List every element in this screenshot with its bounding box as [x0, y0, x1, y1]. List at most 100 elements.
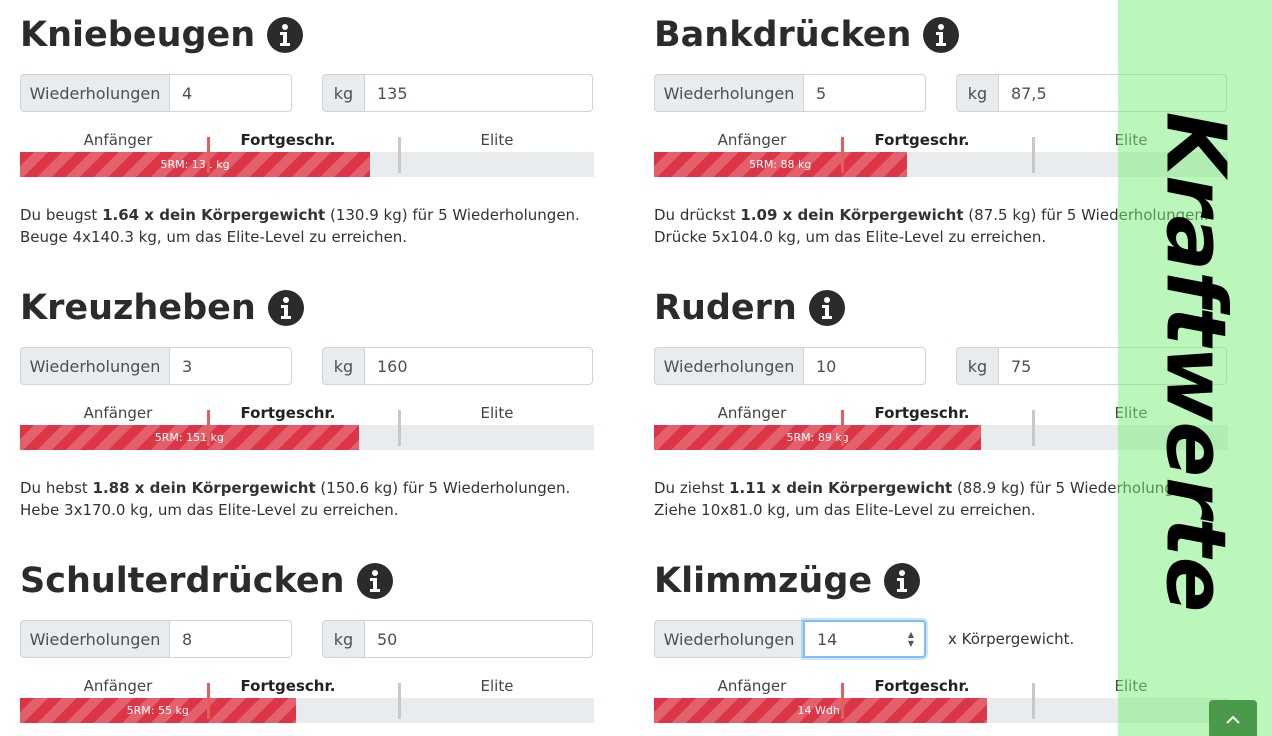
- progress-fill: 14 Wdh.: [654, 698, 987, 723]
- info-icon[interactable]: [267, 17, 304, 53]
- reps-label: Wiederholungen: [654, 347, 804, 385]
- reps-input[interactable]: 4: [169, 74, 292, 112]
- level-marker: [1032, 137, 1035, 173]
- reps-input[interactable]: 14 ▲ ▼: [803, 620, 926, 658]
- description-text: Du ziehst: [654, 479, 730, 497]
- reps-label: Wiederholungen: [20, 620, 170, 658]
- level-label: Anfänger: [83, 404, 153, 422]
- info-icon[interactable]: [267, 290, 304, 326]
- level-marker: [1032, 410, 1035, 446]
- reps-input[interactable]: 3: [169, 347, 292, 385]
- level-marker: [398, 683, 401, 719]
- level-label: Elite: [480, 404, 514, 422]
- exercise-title: Kniebeugen: [20, 13, 304, 57]
- spinner[interactable]: ▲ ▼: [907, 630, 914, 648]
- sidebar-title: Kraftwerte: [1147, 111, 1243, 613]
- reps-input[interactable]: 10: [803, 347, 926, 385]
- info-icon[interactable]: [923, 17, 960, 53]
- level-label: Fortgeschr.: [874, 677, 970, 695]
- reps-value: 5: [816, 83, 827, 103]
- level-marker: [207, 137, 210, 173]
- level-marker: [1032, 683, 1035, 719]
- exercise-name: Schulterdrücken: [20, 561, 345, 601]
- reps-input[interactable]: 8: [169, 620, 292, 658]
- level-marker: [398, 137, 401, 173]
- level-label: Elite: [480, 131, 514, 149]
- unit-label: kg: [956, 74, 999, 112]
- description-text: (130.9 kg) für 5 Wiederholungen.: [325, 206, 580, 224]
- level-label: Anfänger: [83, 677, 153, 695]
- level-marker: [207, 683, 210, 719]
- level-label: Anfänger: [83, 131, 153, 149]
- progress-label: 5RM: 151 kg: [154, 431, 224, 444]
- level-label: Anfänger: [717, 677, 787, 695]
- unit-label: kg: [956, 347, 999, 385]
- info-icon[interactable]: [884, 563, 921, 599]
- reps-label: Wiederholungen: [654, 620, 804, 658]
- level-marker: [841, 683, 844, 719]
- progress-fill: 5RM: 89 kg: [654, 425, 982, 450]
- reps-value: 14: [817, 629, 838, 649]
- exercise-title: Schulterdrücken: [20, 559, 393, 603]
- exercise-name: Bankdrücken: [654, 15, 912, 55]
- level-label: Anfänger: [717, 131, 787, 149]
- reps-suffix: x Körpergewicht.: [948, 630, 1075, 648]
- sidebar: [1118, 0, 1272, 736]
- info-icon[interactable]: [356, 563, 393, 599]
- level-marker: [841, 410, 844, 446]
- reps-label: Wiederholungen: [20, 74, 170, 112]
- description-text: Du drückst: [654, 206, 741, 224]
- description-goal: Drücke 5x104.0 kg, um das Elite-Level zu…: [654, 228, 1047, 246]
- exercise-title: Rudern: [654, 286, 845, 330]
- unit-label: kg: [322, 347, 365, 385]
- progress-fill: 5RM: 88 kg: [654, 152, 907, 177]
- progress-label: 5RM: 88 kg: [749, 158, 812, 171]
- description: Du hebst 1.88 x dein Körpergewicht (150.…: [20, 477, 570, 521]
- description-goal: Beuge 4x140.3 kg, um das Elite-Level zu …: [20, 228, 408, 246]
- reps-input[interactable]: 5: [803, 74, 926, 112]
- level-marker: [841, 137, 844, 173]
- description-highlight: 1.64 x dein Körpergewicht: [102, 206, 326, 224]
- progress-label: 5RM: 131 kg: [160, 158, 230, 171]
- reps-label: Wiederholungen: [654, 74, 804, 112]
- info-icon[interactable]: [808, 290, 845, 326]
- reps-value: 4: [182, 83, 193, 103]
- level-label: Fortgeschr.: [874, 404, 970, 422]
- exercise-name: Kreuzheben: [20, 288, 256, 328]
- exercise-title: Bankdrücken: [654, 13, 960, 57]
- level-label: Elite: [480, 677, 514, 695]
- description-text: Du beugst: [20, 206, 103, 224]
- level-label: Anfänger: [717, 404, 787, 422]
- description-goal: Ziehe 10x81.0 kg, um das Elite-Level zu …: [654, 501, 1036, 519]
- scroll-top-button[interactable]: [1209, 700, 1257, 736]
- reps-value: 8: [182, 629, 193, 649]
- level-label: Fortgeschr.: [240, 677, 336, 695]
- description-highlight: 1.11 x dein Körpergewicht: [729, 479, 953, 497]
- description-text: Du hebst: [20, 479, 93, 497]
- exercise-title: Kreuzheben: [20, 286, 304, 330]
- level-marker: [207, 410, 210, 446]
- progress-fill: 5RM: 131 kg: [20, 152, 371, 177]
- progress-label: 5RM: 55 kg: [126, 704, 189, 717]
- level-marker: [398, 410, 401, 446]
- reps-value: 3: [182, 356, 193, 376]
- exercise-name: Kniebeugen: [20, 15, 256, 55]
- exercise-title: Klimmzüge: [654, 559, 921, 603]
- progress-fill: 5RM: 55 kg: [20, 698, 296, 723]
- exercise-name: Rudern: [654, 288, 797, 328]
- weight-input[interactable]: 50: [364, 620, 593, 658]
- progress-fill: 5RM: 151 kg: [20, 425, 359, 450]
- chevron-icon: [1226, 715, 1240, 724]
- description: Du ziehst 1.11 x dein Körpergewicht (88.…: [654, 477, 1197, 521]
- description-text: (150.6 kg) für 5 Wiederholungen.: [315, 479, 571, 497]
- description-highlight: 1.88 x dein Körpergewicht: [92, 479, 316, 497]
- level-label: Fortgeschr.: [240, 404, 336, 422]
- progress-label: 14 Wdh.: [797, 704, 844, 717]
- level-label: Fortgeschr.: [874, 131, 970, 149]
- description-goal: Hebe 3x170.0 kg, um das Elite-Level zu e…: [20, 501, 399, 519]
- level-label: Fortgeschr.: [240, 131, 336, 149]
- weight-input[interactable]: 135: [364, 74, 593, 112]
- reps-label: Wiederholungen: [20, 347, 170, 385]
- weight-input[interactable]: 160: [364, 347, 593, 385]
